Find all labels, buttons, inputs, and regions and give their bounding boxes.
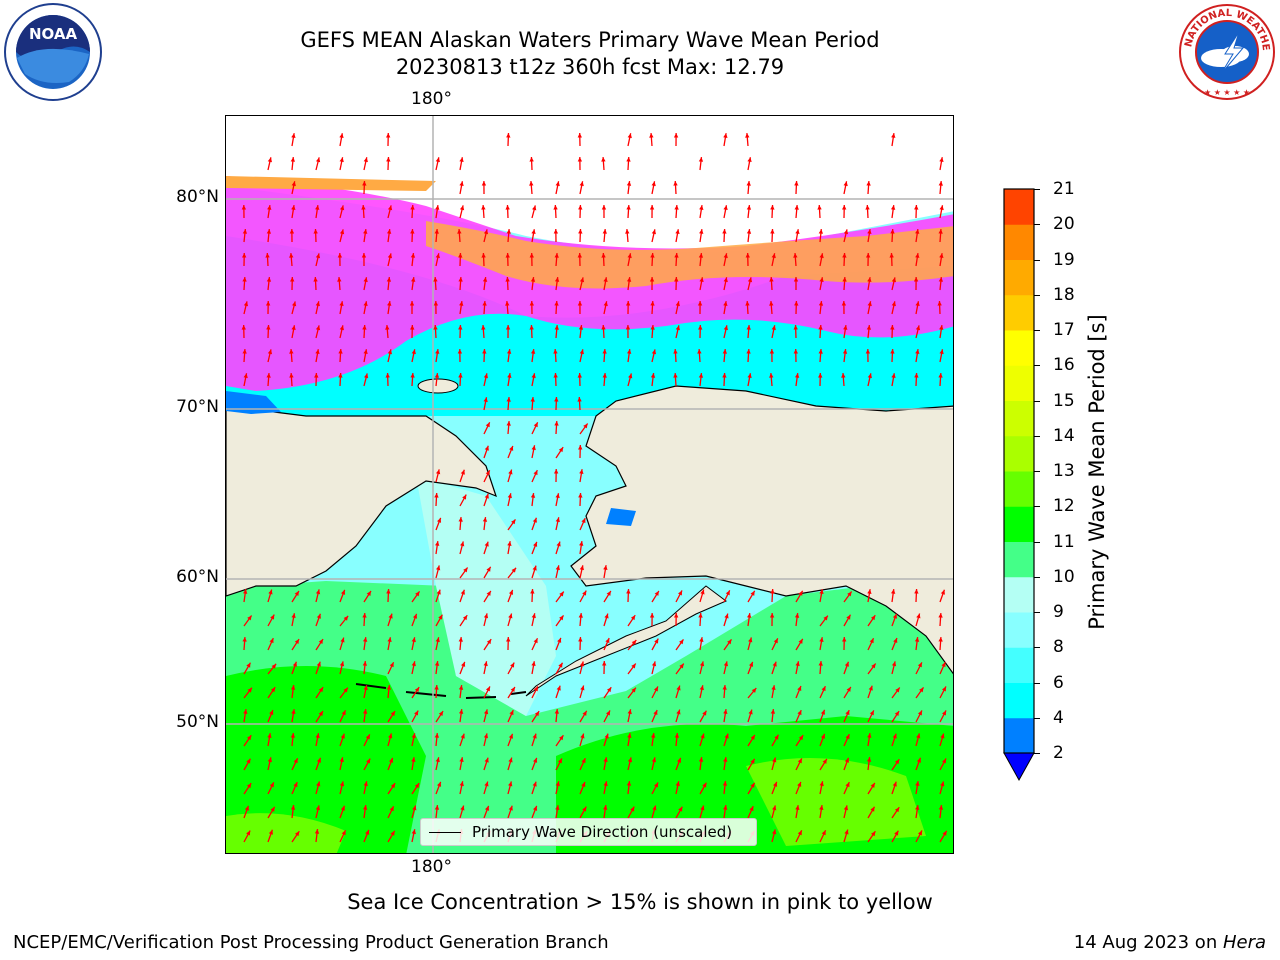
national-weather-service-logo-icon: NATIONAL WEATHER SERVICE ★ ★ ★ ★ ★ — [1177, 2, 1277, 102]
colorbar-tick-label: 18 — [1053, 285, 1075, 305]
lat-label-60n: 60°N — [176, 567, 219, 587]
noaa-logo-icon: NOAA — [3, 2, 103, 102]
colorbar-segments — [1004, 189, 1034, 754]
lon-label-top: 180° — [411, 89, 452, 109]
colorbar-tick-mark — [1034, 330, 1040, 331]
colorbar-tick-label: 14 — [1053, 426, 1075, 446]
colorbar-tick-label: 16 — [1053, 355, 1075, 375]
colorbar-segment — [1004, 295, 1034, 331]
colorbar-tick-label: 21 — [1053, 179, 1075, 199]
colorbar-tick-mark — [1034, 506, 1040, 507]
colorbar-tick-mark — [1034, 683, 1040, 684]
colorbar-tick-mark — [1034, 295, 1040, 296]
colorbar-segment — [1004, 260, 1034, 296]
colorbar-under-triangle — [1004, 753, 1034, 780]
colorbar-segment — [1004, 224, 1034, 260]
colorbar-tick-mark — [1034, 647, 1040, 648]
colorbar-tick-label: 19 — [1053, 250, 1075, 270]
svg-text:★ ★ ★ ★ ★: ★ ★ ★ ★ ★ — [1204, 88, 1250, 97]
colorbar-label: Primary Wave Mean Period [s] — [1085, 314, 1109, 630]
map-panel — [225, 115, 954, 854]
colorbar-tick-label: 20 — [1053, 214, 1075, 234]
colorbar-segment — [1004, 436, 1034, 472]
footer-date-text: 14 Aug 2023 on — [1074, 932, 1223, 953]
colorbar-tick-label: 2 — [1053, 743, 1064, 763]
colorbar-tick-mark — [1034, 577, 1040, 578]
footer-machine: Hera — [1223, 932, 1266, 953]
coastal-low-period-area-norton — [606, 508, 636, 526]
colorbar-segment — [1004, 683, 1034, 719]
colorbar-tick-mark — [1034, 753, 1040, 754]
colorbar-tick-label: 15 — [1053, 391, 1075, 411]
colorbar-segment — [1004, 542, 1034, 578]
colorbar-tick-label: 6 — [1053, 673, 1064, 693]
colorbar-tick-mark — [1034, 718, 1040, 719]
colorbar-tick-label: 12 — [1053, 496, 1075, 516]
colorbar-segment — [1004, 612, 1034, 648]
svg-text:NOAA: NOAA — [29, 25, 78, 43]
colorbar — [1000, 186, 1038, 786]
colorbar-tick-label: 4 — [1053, 708, 1064, 728]
legend-text: Primary Wave Direction (unscaled) — [472, 819, 732, 845]
colorbar-tick-label: 9 — [1053, 602, 1064, 622]
colorbar-segment — [1004, 718, 1034, 754]
colorbar-tick-label: 10 — [1053, 567, 1075, 587]
colorbar-tick-label: 17 — [1053, 320, 1075, 340]
map-legend: Primary Wave Direction (unscaled) — [420, 818, 757, 846]
colorbar-tick-mark — [1034, 612, 1040, 613]
colorbar-tick-label: 13 — [1053, 461, 1075, 481]
sea-ice-note: Sea Ice Concentration > 15% is shown in … — [0, 890, 1280, 914]
colorbar-tick-mark — [1034, 260, 1040, 261]
lon-label-bottom: 180° — [411, 857, 452, 877]
chart-title: GEFS MEAN Alaskan Waters Primary Wave Me… — [180, 27, 1000, 53]
legend-line-swatch — [429, 832, 461, 833]
colorbar-tick-mark — [1034, 542, 1040, 543]
colorbar-tick-label: 8 — [1053, 637, 1064, 657]
colorbar-segment — [1004, 401, 1034, 437]
colorbar-segment — [1004, 647, 1034, 683]
colorbar-tick-label: 11 — [1053, 532, 1075, 552]
colorbar-segment — [1004, 330, 1034, 366]
colorbar-tick-mark — [1034, 224, 1040, 225]
colorbar-segment — [1004, 471, 1034, 507]
colorbar-tick-mark — [1034, 401, 1040, 402]
colorbar-segment — [1004, 506, 1034, 542]
colorbar-tick-mark — [1034, 436, 1040, 437]
colorbar-segment — [1004, 189, 1034, 225]
lat-label-50n: 50°N — [176, 712, 219, 732]
wave-period-map — [226, 116, 954, 854]
chart-subtitle: 20230813 t12z 360h fcst Max: 12.79 — [180, 54, 1000, 80]
colorbar-tick-mark — [1034, 365, 1040, 366]
footer-credit: NCEP/EMC/Verification Post Processing Pr… — [13, 932, 609, 953]
colorbar-segment — [1004, 365, 1034, 401]
footer-date: 14 Aug 2023 on Hera — [1074, 932, 1266, 953]
wrangel-island — [418, 379, 458, 393]
colorbar-tick-mark — [1034, 471, 1040, 472]
colorbar-segment — [1004, 577, 1034, 613]
colorbar-tick-mark — [1034, 189, 1040, 190]
lat-label-80n: 80°N — [176, 187, 219, 207]
lat-label-70n: 70°N — [176, 397, 219, 417]
